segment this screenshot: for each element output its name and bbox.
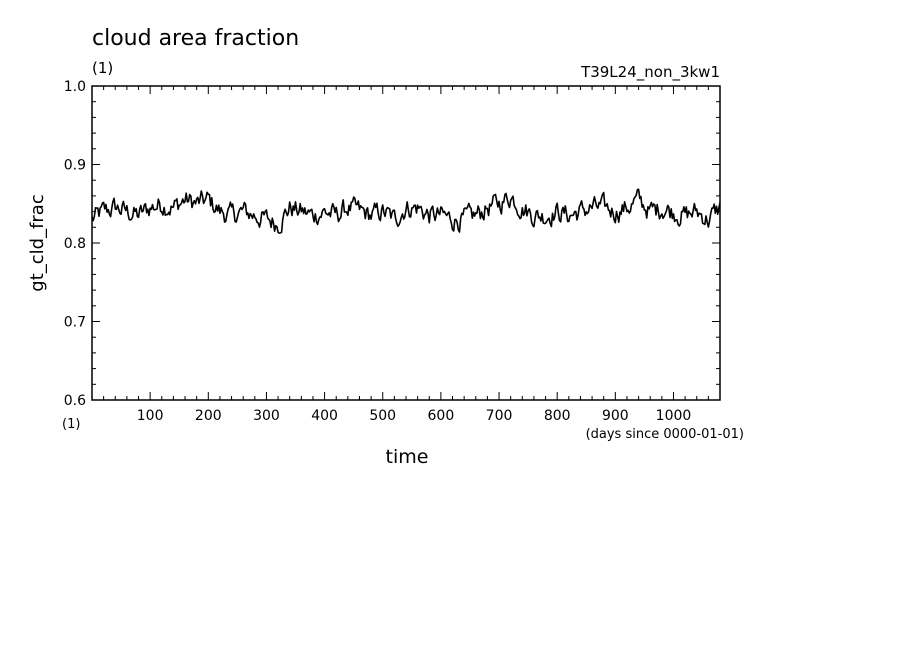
chart-title: cloud area fraction — [92, 26, 299, 51]
x-tick-label: 100 — [137, 408, 164, 424]
y-tick-labels: 0.6 0.7 0.8 0.9 1.0 — [64, 79, 86, 409]
x-tick-label: 300 — [253, 408, 280, 424]
x-unit: (days since 0000-01-01) — [586, 427, 744, 442]
x-tick-label: 700 — [486, 408, 513, 424]
x-tick-label: 400 — [311, 408, 338, 424]
x-tick-label: 800 — [544, 408, 571, 424]
x-tick-label: 500 — [369, 408, 396, 424]
y-tick-label: 0.6 — [64, 393, 86, 409]
x-tick-label: 200 — [195, 408, 222, 424]
y-tick-label: 0.9 — [64, 158, 86, 174]
x-tick-label: 1000 — [656, 408, 692, 424]
y-unit: (1) — [62, 417, 80, 432]
y-tick-label: 0.7 — [64, 315, 86, 331]
x-tick-labels: 100 200 300 400 500 600 700 800 900 1000 — [137, 408, 692, 424]
y-tick-label: 1.0 — [64, 79, 86, 95]
series-line — [91, 188, 721, 234]
x-tick-label: 600 — [428, 408, 455, 424]
experiment-label: T39L24_non_3kw1 — [580, 63, 720, 82]
x-tick-label: 900 — [602, 408, 629, 424]
y-tick-label: 0.8 — [64, 236, 86, 252]
x-axis-label: time — [386, 446, 429, 468]
unit-top: (1) — [92, 59, 113, 77]
y-axis-label: gt_cld_frac — [27, 194, 48, 291]
plot-frame — [91, 85, 721, 401]
axis-ticks — [92, 86, 720, 400]
